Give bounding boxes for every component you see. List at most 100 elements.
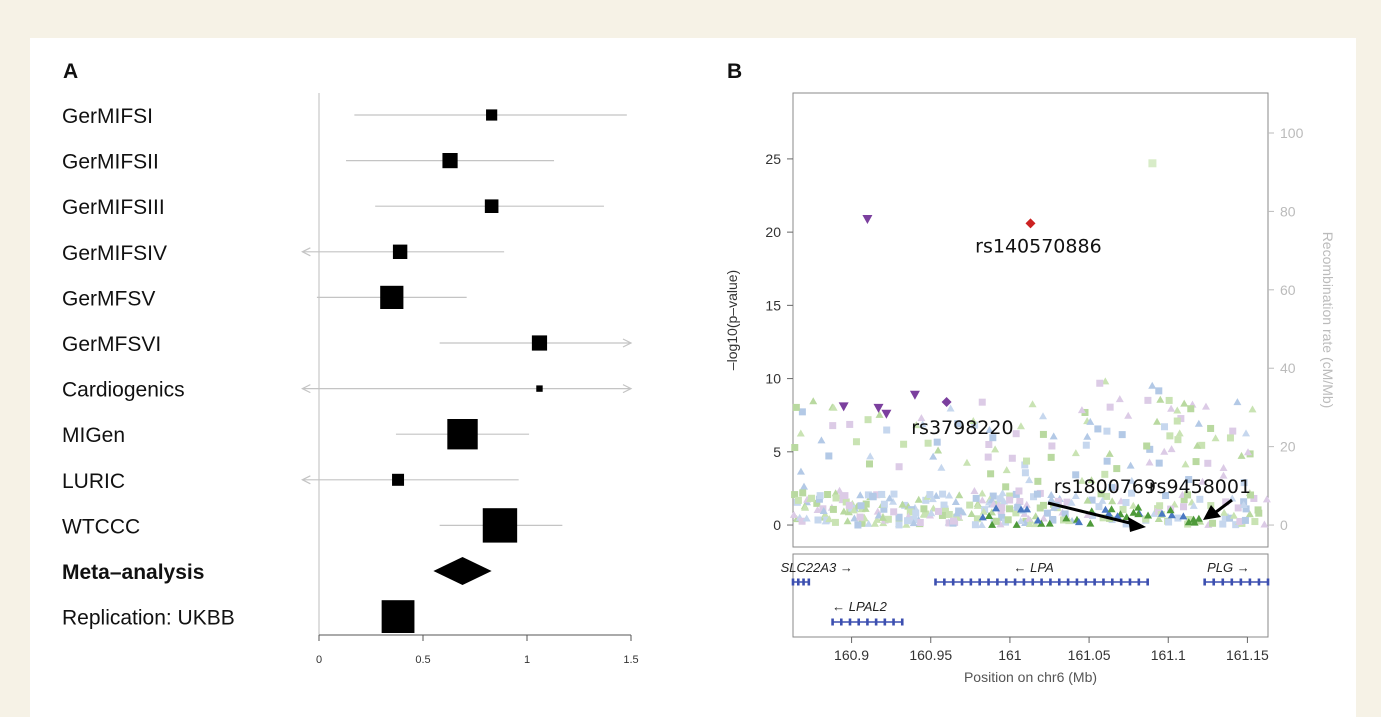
- background-snp: [890, 508, 898, 516]
- background-snp: [926, 491, 934, 499]
- background-snp: [1198, 441, 1206, 449]
- forest-x-tick-label: 1: [524, 654, 530, 666]
- linked-snp: [992, 504, 1001, 512]
- background-snp: [1233, 398, 1242, 406]
- background-snp: [1047, 490, 1056, 498]
- background-snp: [1028, 400, 1037, 408]
- background-snp: [1189, 501, 1198, 509]
- background-snp: [998, 489, 1007, 497]
- background-snp: [1167, 404, 1176, 412]
- background-snp: [1251, 518, 1259, 526]
- forest-ci-arrow-left: [301, 475, 311, 485]
- background-snp: [978, 398, 986, 406]
- figure-panel: A B 0 0.5 1 1.5 GerMIFSI GerMIFSII GerMIFSIII G…: [30, 38, 1356, 717]
- background-snp: [1162, 492, 1170, 500]
- background-snp: [1124, 411, 1133, 419]
- background-snp: [852, 438, 860, 446]
- linked-snp: [1194, 514, 1203, 522]
- forest-summary-diamond: [433, 557, 492, 585]
- background-snp: [914, 495, 923, 503]
- snp-annotation: rs3798220: [911, 417, 1013, 439]
- linked-snp: [1129, 508, 1138, 516]
- background-snp: [1083, 511, 1092, 519]
- gene-exon: [883, 618, 887, 626]
- background-snp: [1063, 498, 1071, 506]
- background-snp: [1002, 483, 1010, 491]
- forest-ci-arrow-right: [622, 338, 633, 348]
- background-snp: [1095, 503, 1103, 511]
- highlight-snp: [838, 402, 849, 412]
- background-snp: [1229, 511, 1238, 519]
- background-snp: [1083, 496, 1092, 504]
- background-snp: [800, 482, 809, 490]
- background-snp: [1015, 487, 1023, 495]
- background-snp: [1031, 520, 1040, 528]
- background-snp: [916, 519, 924, 527]
- background-snp: [1096, 379, 1104, 387]
- linked-snp: [1017, 505, 1026, 513]
- gene-exon: [996, 578, 999, 586]
- background-snp: [1126, 461, 1135, 469]
- linked-snp: [1045, 519, 1054, 527]
- forest-row-label: GerMFSV: [62, 287, 155, 310]
- background-snp: [1103, 457, 1111, 465]
- forest-x-tick-label: 0.5: [415, 654, 430, 666]
- background-snp: [865, 460, 873, 468]
- y2-tick-label: 0: [1280, 517, 1288, 533]
- background-snp: [1180, 399, 1189, 407]
- background-snp: [927, 509, 936, 517]
- linked-snp: [1107, 505, 1116, 513]
- background-snp: [1184, 491, 1192, 499]
- background-snp: [971, 421, 979, 429]
- background-snp: [880, 505, 888, 513]
- background-snp: [900, 440, 908, 448]
- y-tick-label: 15: [765, 297, 781, 313]
- background-snp: [989, 492, 997, 500]
- gene-exon: [866, 618, 869, 626]
- background-snp: [970, 486, 979, 494]
- forest-point-estimate: [486, 109, 498, 121]
- background-snp: [1088, 496, 1096, 504]
- background-snp: [989, 434, 997, 442]
- background-snp: [1023, 457, 1031, 465]
- background-snp: [839, 507, 848, 515]
- background-snp: [1175, 429, 1184, 437]
- background-snp: [939, 490, 947, 498]
- background-snp-cloud: [789, 377, 1271, 529]
- background-snp: [1260, 520, 1269, 528]
- background-snp: [890, 490, 898, 498]
- background-snp: [1155, 387, 1163, 395]
- background-snp: [1150, 509, 1159, 517]
- background-snp: [1039, 514, 1048, 522]
- background-snp: [856, 491, 865, 499]
- background-snp: [973, 501, 982, 509]
- background-snp: [1105, 449, 1114, 457]
- linked-snp: [1179, 512, 1188, 520]
- forest-row-label: MIGen: [62, 424, 125, 447]
- linked-snp: [1113, 512, 1122, 520]
- background-snp: [951, 497, 960, 505]
- background-snp: [987, 470, 995, 478]
- snp-annotation: rs140570886: [975, 236, 1102, 258]
- forest-row-label: Meta–analysis: [62, 561, 204, 584]
- background-snp: [1207, 424, 1215, 432]
- background-snp: [1196, 495, 1204, 503]
- background-snp: [946, 404, 955, 412]
- snp-annotation: rs1800769: [1054, 476, 1156, 498]
- background-snp: [1008, 454, 1016, 462]
- background-snp: [1047, 453, 1055, 461]
- y-tick-label: 5: [773, 444, 781, 460]
- x-tick-label: 161.15: [1226, 647, 1269, 663]
- gene-exon: [1266, 578, 1270, 586]
- background-snp: [1156, 502, 1164, 510]
- background-snp: [857, 502, 865, 510]
- regional-association-plot: 0 5 10 15 20 25 0 20 40 60 80 100 –log10(p–value) Rec…: [724, 92, 1336, 685]
- background-snp: [1242, 505, 1250, 513]
- background-snp: [1033, 490, 1041, 498]
- background-snp: [1016, 422, 1025, 430]
- background-snp: [1000, 497, 1009, 505]
- background-snp: [979, 507, 988, 515]
- linked-snp: [1023, 505, 1032, 513]
- background-snp: [870, 519, 879, 527]
- background-snp: [934, 507, 942, 515]
